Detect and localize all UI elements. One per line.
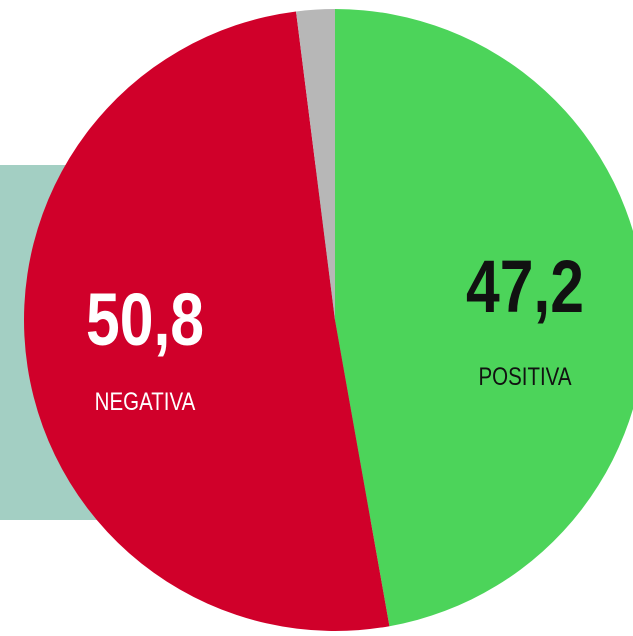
value-label: 50,8 [86,279,204,361]
pie [23,9,633,632]
category-label: NEGATIVA [95,387,196,415]
pie-slice [335,9,633,627]
pie-slice [23,11,390,632]
value-label: 47,2 [466,246,584,328]
category-label: POSITIVA [478,362,572,390]
pie-slice [296,9,335,320]
labels: 47,2 POSITIVA 50,8 NEGATIVA [86,246,584,415]
